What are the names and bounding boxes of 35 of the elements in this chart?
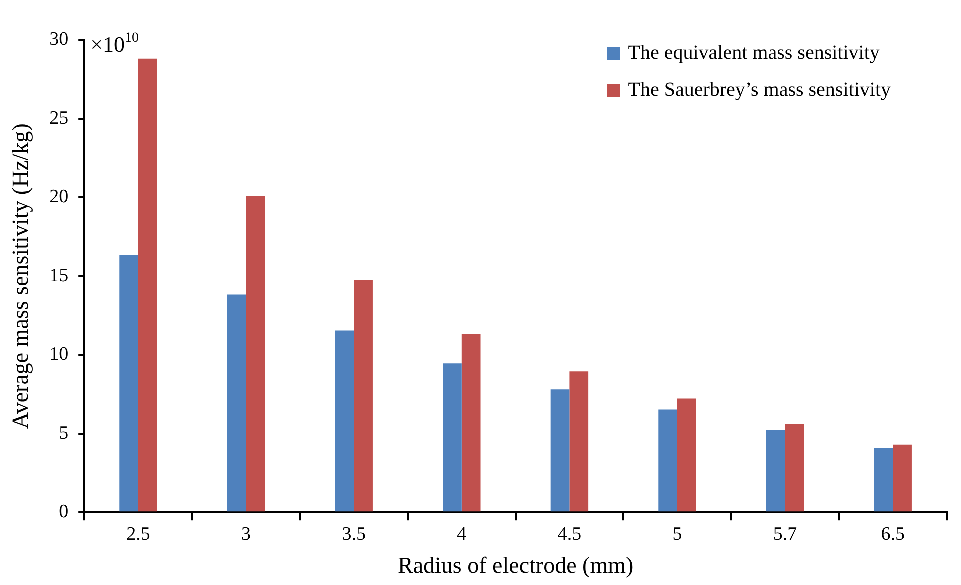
y-tick-label: 15 bbox=[50, 265, 69, 286]
y-tick-label: 30 bbox=[50, 28, 69, 50]
bar bbox=[246, 196, 266, 512]
x-axis-title: Radius of electrode (mm) bbox=[398, 553, 634, 578]
bar bbox=[335, 330, 354, 512]
bar bbox=[874, 448, 894, 512]
bar bbox=[570, 372, 589, 512]
x-tick-label: 2.5 bbox=[126, 524, 150, 545]
bar bbox=[138, 58, 158, 512]
bar bbox=[120, 255, 138, 512]
bar bbox=[678, 398, 696, 512]
y-axis-title: Average mass sensitivity (Hz/kg) bbox=[8, 124, 33, 430]
legend-label: The Sauerbrey’s mass sensitivity bbox=[628, 79, 891, 102]
bar bbox=[550, 390, 570, 512]
bar bbox=[462, 334, 481, 512]
y-tick-label: 0 bbox=[59, 502, 69, 523]
x-tick-label: 5 bbox=[672, 524, 682, 545]
x-tick-label: 4 bbox=[457, 524, 468, 545]
y-tick-label: 5 bbox=[59, 422, 69, 444]
x-tick-label: 6.5 bbox=[881, 524, 905, 545]
x-tick-label: 4.5 bbox=[558, 524, 582, 545]
bar bbox=[354, 280, 373, 512]
bar bbox=[658, 410, 678, 512]
x-tick-label: 3.5 bbox=[342, 524, 366, 545]
legend-label: The equivalent mass sensitivity bbox=[628, 42, 880, 65]
bar bbox=[766, 430, 786, 512]
bar bbox=[893, 444, 912, 512]
y-tick-label: 25 bbox=[50, 108, 69, 129]
bar bbox=[227, 294, 246, 512]
x-tick-label: 5.7 bbox=[773, 524, 798, 545]
x-tick-label: 3 bbox=[242, 524, 252, 545]
y-tick-label: 20 bbox=[50, 186, 69, 208]
bar bbox=[443, 364, 462, 512]
y-tick-label: 10 bbox=[50, 344, 69, 366]
bar bbox=[785, 424, 804, 512]
